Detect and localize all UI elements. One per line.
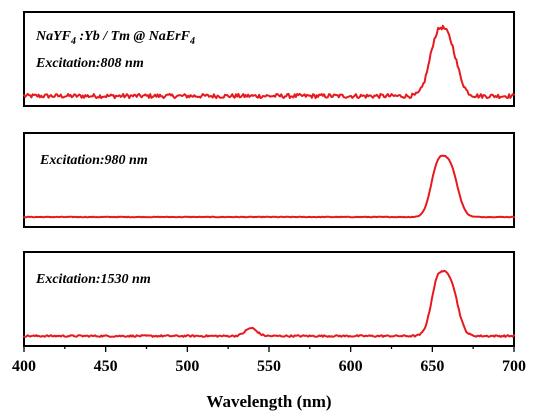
panel-808-frame [23, 11, 515, 107]
panel-1530-annotation: Excitation:1530 nm [35, 272, 151, 287]
panel-808-annotation: Excitation:808 nm [35, 56, 144, 71]
panel-808: NaYF4 :Yb / Tm @ NaErF4 Excitation:808 n… [23, 11, 515, 107]
sample-label: NaYF4 :Yb / Tm @ NaErF4 [35, 29, 195, 47]
x-axis: 400 450 500 550 600 650 700 [12, 346, 526, 375]
panel-980-frame [23, 132, 515, 228]
x-tick-label-500: 500 [175, 358, 199, 375]
x-tick-label-650: 650 [420, 358, 444, 375]
x-tick-label-400: 400 [12, 358, 36, 375]
x-tick-label-450: 450 [94, 358, 118, 375]
x-tick-label-700: 700 [502, 358, 526, 375]
x-tick-label-550: 550 [257, 358, 281, 375]
panel-980: Excitation:980 nm [23, 132, 515, 228]
x-tick-label-600: 600 [339, 358, 363, 375]
panel-808-emission-line [23, 24, 515, 100]
panel-1530: Excitation:1530 nm [23, 251, 515, 347]
panel-1530-frame [23, 251, 515, 347]
panel-1530-emission-line [23, 269, 515, 338]
panel-980-emission-line [23, 154, 515, 219]
panel-980-annotation: Excitation:980 nm [39, 153, 148, 168]
x-axis-label: Wavelength (nm) [206, 392, 331, 411]
